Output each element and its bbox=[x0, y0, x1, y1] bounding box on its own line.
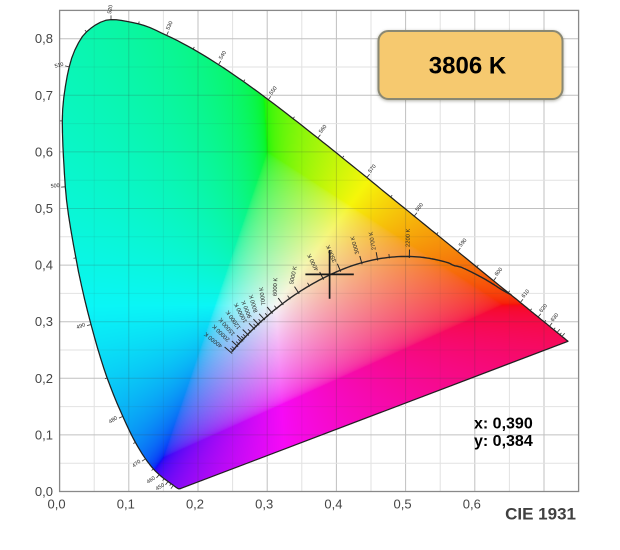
svg-text:x: 0,390: x: 0,390 bbox=[474, 416, 533, 433]
svg-text:0,1: 0,1 bbox=[35, 427, 53, 442]
svg-text:510: 510 bbox=[54, 62, 64, 70]
svg-text:560: 560 bbox=[318, 124, 328, 135]
svg-text:0,3: 0,3 bbox=[35, 314, 53, 329]
svg-text:3000 K: 3000 K bbox=[350, 235, 361, 254]
svg-text:550: 550 bbox=[269, 86, 279, 97]
svg-text:590: 590 bbox=[458, 238, 468, 249]
svg-text:0,6: 0,6 bbox=[35, 144, 53, 159]
svg-text:610: 610 bbox=[521, 289, 531, 300]
svg-text:y: 0,384: y: 0,384 bbox=[474, 433, 533, 450]
svg-text:0,5: 0,5 bbox=[35, 201, 53, 216]
svg-text:0,2: 0,2 bbox=[186, 497, 204, 512]
svg-text:0,2: 0,2 bbox=[35, 371, 53, 386]
svg-text:450: 450 bbox=[155, 483, 166, 493]
svg-text:0,0: 0,0 bbox=[48, 497, 66, 512]
svg-text:490: 490 bbox=[76, 322, 87, 331]
svg-text:6000 K: 6000 K bbox=[273, 277, 280, 296]
svg-text:630: 630 bbox=[550, 312, 560, 323]
svg-text:0,0: 0,0 bbox=[35, 484, 53, 499]
svg-text:540: 540 bbox=[218, 50, 228, 61]
svg-text:0,1: 0,1 bbox=[117, 497, 135, 512]
svg-text:5000 K: 5000 K bbox=[289, 266, 299, 285]
svg-text:7000 K: 7000 K bbox=[259, 286, 268, 305]
svg-text:2200 K: 2200 K bbox=[406, 228, 412, 247]
svg-text:0,8: 0,8 bbox=[35, 31, 53, 46]
svg-text:470: 470 bbox=[131, 459, 142, 469]
svg-text:3806 K: 3806 K bbox=[429, 53, 507, 80]
svg-text:480: 480 bbox=[108, 415, 119, 425]
svg-text:0,4: 0,4 bbox=[35, 258, 53, 273]
svg-text:0,4: 0,4 bbox=[324, 497, 342, 512]
svg-text:460: 460 bbox=[146, 476, 157, 486]
svg-text:580: 580 bbox=[415, 202, 425, 213]
svg-text:620: 620 bbox=[539, 303, 549, 314]
svg-text:CIE 1931: CIE 1931 bbox=[505, 505, 576, 524]
svg-text:570: 570 bbox=[367, 164, 377, 175]
svg-text:0,5: 0,5 bbox=[394, 497, 412, 512]
svg-text:2700 K: 2700 K bbox=[369, 231, 378, 250]
svg-text:530: 530 bbox=[165, 20, 174, 31]
svg-text:500: 500 bbox=[50, 183, 59, 190]
svg-text:0,3: 0,3 bbox=[255, 497, 273, 512]
svg-text:600: 600 bbox=[494, 267, 504, 278]
svg-text:8000 K: 8000 K bbox=[249, 294, 260, 313]
svg-text:0,7: 0,7 bbox=[35, 88, 53, 103]
svg-text:520: 520 bbox=[107, 4, 114, 14]
svg-text:0,6: 0,6 bbox=[463, 497, 481, 512]
svg-text:4000 K: 4000 K bbox=[307, 252, 321, 271]
